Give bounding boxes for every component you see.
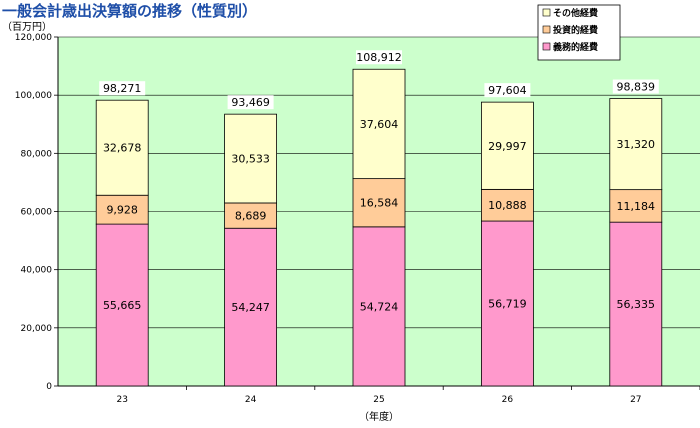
total-label-bg xyxy=(356,50,402,65)
total-label-bg xyxy=(612,79,659,94)
y-axis-label: （百万円） xyxy=(2,21,52,33)
bar-segment xyxy=(609,98,663,191)
bar-segment xyxy=(352,226,406,387)
total-label: 93,469 xyxy=(231,96,270,109)
x-tick-label: 26 xyxy=(502,395,514,405)
data-label: 54,724 xyxy=(360,300,399,313)
legend-swatch xyxy=(542,42,551,51)
total-label-bg xyxy=(484,83,531,98)
legend-box xyxy=(537,4,621,61)
x-axis-label: （年度） xyxy=(359,410,399,423)
y-tick-label: 100,000 xyxy=(15,91,52,101)
legend-swatch xyxy=(542,25,551,34)
y-tick-label: 0 xyxy=(46,382,52,392)
data-label: 54,247 xyxy=(231,301,270,314)
bar-segment xyxy=(609,189,663,223)
data-label: 56,719 xyxy=(488,298,527,311)
y-axis-ticks: 0 20,000 40,000 60,000 80,000 100,000 120,000 xyxy=(15,33,52,392)
y-tick-label: 40,000 xyxy=(21,266,53,276)
data-label: 56,335 xyxy=(617,298,656,311)
legend-label: 義務的経費 xyxy=(553,41,598,53)
x-tick-label: 24 xyxy=(245,395,257,405)
chart-title: 一般会計歳出決算額の推移（性質別） xyxy=(2,2,258,20)
data-label: 16,584 xyxy=(360,197,399,210)
bars: 55,665 9,928 32,678 98,271 54,247 8,689 30,533… xyxy=(95,50,663,387)
bar-segment xyxy=(224,113,278,204)
x-tick-label: 25 xyxy=(373,395,384,405)
x-axis-ticks: 23 24 25 26 27 xyxy=(116,386,700,405)
data-label: 55,665 xyxy=(103,299,142,312)
data-label: 11,184 xyxy=(617,200,656,213)
data-label: 30,533 xyxy=(231,153,270,166)
legend-label: その他経費 xyxy=(553,7,598,19)
data-label: 10,888 xyxy=(488,199,527,212)
data-label: 29,997 xyxy=(488,140,527,153)
legend-label: 投資的経費 xyxy=(553,24,598,36)
data-label: 8,689 xyxy=(235,210,267,223)
bar-segment xyxy=(352,68,406,180)
bar-segment xyxy=(95,223,149,387)
bar-segment xyxy=(224,202,278,229)
bar-segment xyxy=(95,194,149,225)
x-tick-label: 23 xyxy=(116,395,127,405)
y-tick-label: 80,000 xyxy=(21,149,53,159)
bar-segment xyxy=(352,178,406,228)
y-tick-label: 20,000 xyxy=(21,324,53,334)
x-tick-label: 27 xyxy=(630,395,641,405)
total-label: 97,604 xyxy=(488,84,527,97)
total-label: 108,912 xyxy=(356,51,402,64)
data-label: 9,928 xyxy=(106,204,138,217)
y-tick-label: 120,000 xyxy=(15,33,52,43)
bar-segment xyxy=(609,221,663,387)
bar-segment xyxy=(95,99,149,196)
data-label: 37,604 xyxy=(360,118,399,131)
legend-swatch xyxy=(542,8,551,17)
bar-segment xyxy=(480,101,534,190)
data-label: 31,320 xyxy=(617,138,656,151)
total-label: 98,839 xyxy=(617,81,656,94)
data-label: 32,678 xyxy=(103,142,142,155)
total-label-bg xyxy=(99,81,146,96)
total-label: 98,271 xyxy=(103,82,142,95)
total-label-bg xyxy=(227,95,274,110)
y-tick-label: 60,000 xyxy=(21,208,53,218)
